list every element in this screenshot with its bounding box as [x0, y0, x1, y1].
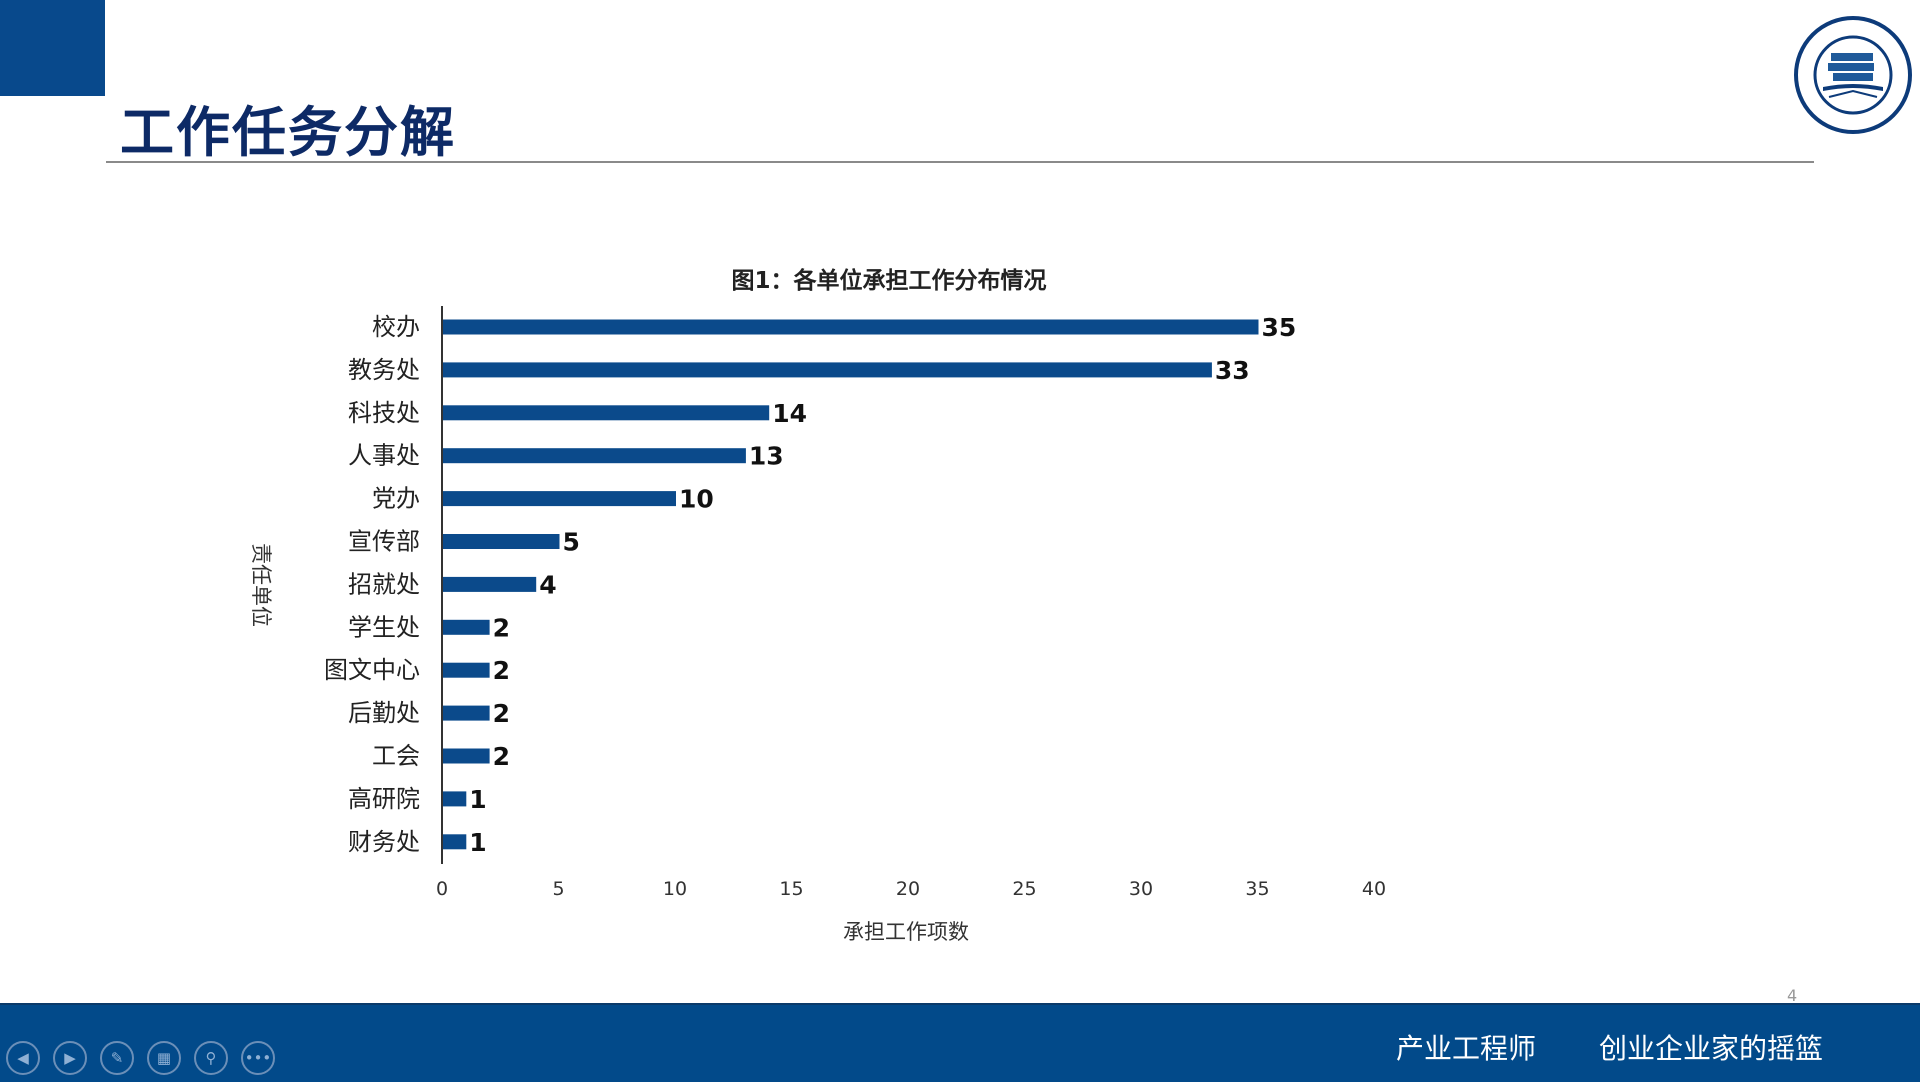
zoom-icon[interactable]: ⚲: [194, 1041, 228, 1075]
x-tick-label: 10: [663, 878, 687, 900]
page-title: 工作任务分解: [120, 101, 456, 164]
category-label: 党办: [372, 485, 420, 513]
x-tick-label: 25: [1012, 878, 1036, 900]
category-label: 工会: [372, 742, 420, 770]
y-axis-label: 责任单位: [249, 543, 273, 627]
data-label: 1: [469, 828, 486, 857]
data-label: 2: [493, 656, 510, 685]
data-label: 1: [469, 785, 486, 814]
chart-title: 图1：各单位承担工作分布情况: [731, 267, 1046, 294]
data-label: 14: [772, 399, 807, 428]
data-label: 2: [493, 699, 510, 728]
pen-icon[interactable]: ✎: [100, 1041, 134, 1075]
category-label: 图文中心: [324, 656, 420, 684]
next-icon[interactable]: ▶: [53, 1041, 87, 1075]
x-axis-label: 承担工作项数: [843, 920, 969, 944]
title-divider: [106, 161, 1814, 163]
data-label: 2: [493, 742, 510, 771]
x-tick-label: 5: [552, 878, 564, 900]
category-label: 宣传部: [348, 528, 420, 556]
x-tick-label: 35: [1245, 878, 1269, 900]
category-label: 财务处: [348, 828, 420, 856]
slogan-right: 创业企业家的摇篮: [1599, 1032, 1824, 1065]
x-tick-label: 30: [1129, 878, 1153, 900]
data-label: 5: [563, 528, 580, 557]
x-tick-label: 20: [896, 878, 920, 900]
bar: [443, 662, 490, 678]
data-label: 10: [679, 485, 714, 514]
x-tick-label: 0: [436, 878, 448, 900]
bar: [443, 405, 770, 421]
bar: [443, 791, 467, 807]
bar: [443, 534, 560, 549]
x-tick-label: 40: [1362, 878, 1386, 900]
data-label: 33: [1215, 356, 1250, 385]
slides-grid-icon[interactable]: ▦: [147, 1041, 181, 1075]
category-label: 校办: [372, 313, 420, 341]
slogan-left: 产业工程师: [1396, 1032, 1537, 1065]
bar: [443, 448, 746, 464]
category-label: 教务处: [348, 356, 420, 384]
more-icon[interactable]: •••: [241, 1041, 275, 1075]
bar: [443, 705, 490, 721]
school-logo: [1794, 16, 1912, 134]
category-label: 学生处: [348, 613, 420, 641]
previous-icon[interactable]: ◀: [6, 1041, 40, 1075]
bar: [443, 748, 490, 764]
bar: [443, 362, 1212, 378]
category-label: 人事处: [348, 442, 420, 470]
category-label: 招就处: [348, 570, 420, 598]
page-number: 4: [1787, 986, 1798, 1005]
x-tick-label: 15: [779, 878, 803, 900]
footer-bar: ◀ ▶ ✎ ▦ ⚲ ••• 产业工程师 创业企业家的摇篮: [0, 1003, 1920, 1082]
data-label: 2: [493, 613, 510, 642]
category-label: 高研院: [348, 785, 420, 813]
category-label: 后勤处: [348, 699, 420, 727]
bar-chart: 图1：各单位承担工作分布情况 承担工作项数 责任单位 校办 35 教务处 33 科技处 1…: [249, 267, 1386, 944]
data-label: 13: [749, 442, 784, 471]
corner-accent-block: [0, 0, 105, 96]
bar: [443, 576, 537, 592]
data-label: 35: [1262, 313, 1297, 342]
bar: [443, 834, 467, 850]
category-label: 科技处: [348, 399, 420, 427]
data-label: 4: [539, 570, 556, 599]
bar: [443, 619, 490, 635]
bar: [443, 491, 676, 507]
bar: [443, 319, 1259, 335]
